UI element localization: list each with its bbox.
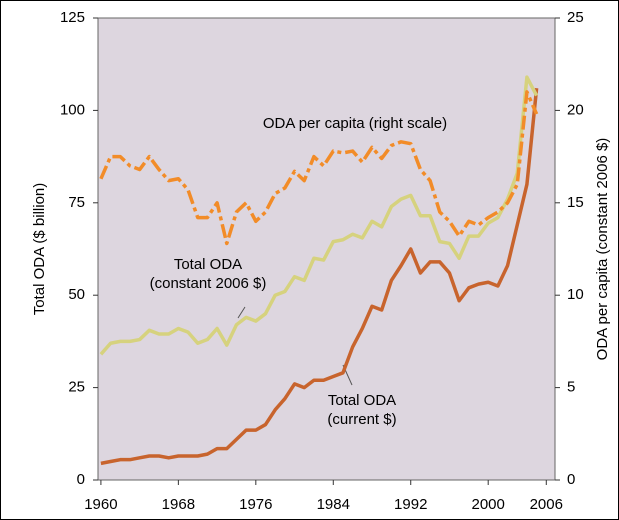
plot-area: [97, 17, 556, 481]
x-tick-label: 2000: [472, 496, 505, 513]
annotation: Total ODA: [174, 256, 242, 273]
y2-tick-label: 0: [567, 471, 575, 488]
y2-tick-label: 15: [567, 194, 584, 211]
y-tick-label: 0: [77, 471, 85, 488]
y2-tick-label: 10: [567, 286, 584, 303]
series-line: [99, 90, 539, 246]
annotation: ODA per capita (right scale): [263, 115, 447, 132]
leader-line: [237, 306, 246, 319]
annotation: (constant 2006 $): [150, 275, 267, 292]
y-axis-label: Total ODA ($ billion): [31, 183, 48, 316]
x-tick-label: 1968: [162, 496, 195, 513]
y2-tick-label: 20: [567, 101, 584, 118]
annotation: Total ODA: [328, 392, 396, 409]
x-tick-label: 1960: [84, 496, 117, 513]
y2-axis-label: ODA per capita (constant 2006 $): [594, 138, 611, 361]
x-tick-label: 1976: [239, 496, 272, 513]
x-tick-label: 2006: [530, 496, 563, 513]
x-tick-label: 1984: [317, 496, 350, 513]
series-line: [100, 88, 539, 466]
series-line: [99, 75, 539, 356]
y-tick-label: 125: [60, 9, 85, 26]
y-tick-label: 100: [60, 101, 85, 118]
x-tick-label: 1992: [394, 496, 427, 513]
y-tick-label: 50: [68, 286, 85, 303]
y-tick-label: 75: [68, 194, 85, 211]
annotation: (current $): [327, 411, 396, 428]
y2-tick-label: 5: [567, 379, 575, 396]
y-tick-label: 25: [68, 379, 85, 396]
y2-tick-label: 25: [567, 9, 584, 26]
